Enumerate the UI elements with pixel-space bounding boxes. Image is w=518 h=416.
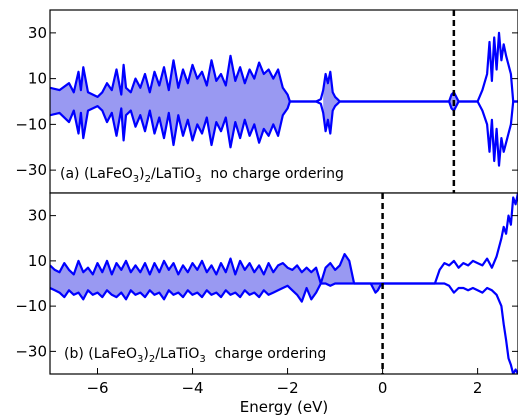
panel-b-xtick-label: 0 bbox=[378, 379, 388, 397]
panel-a: 30 10 −10 −30 (a) (LaFeO3)2/LaTiO3 no charg… bbox=[15, 9, 518, 194]
panel-a-ytick-label: −10 bbox=[15, 115, 47, 133]
panel-a-ytick-label: −30 bbox=[15, 161, 47, 179]
panel-a-y-ticks: 30 10 −10 −30 bbox=[15, 24, 518, 179]
panel-a-ytick-label: 30 bbox=[28, 24, 47, 42]
panel-b-annotation: (b) (LaFeO3)2/LaTiO3 charge ordering bbox=[64, 346, 326, 365]
panel-a-spin-down-curve bbox=[50, 100, 518, 167]
panel-b-spin-down-curve bbox=[50, 282, 518, 374]
panel-b-ytick-label: 30 bbox=[28, 207, 47, 225]
panel-a-spin-up-curve bbox=[50, 31, 518, 103]
x-axis-label: Energy (eV) bbox=[240, 398, 328, 416]
panel-a-ytick-label: 10 bbox=[28, 70, 47, 88]
panel-b-ytick-label: 10 bbox=[28, 252, 47, 270]
panel-b-xtick-label: −4 bbox=[181, 379, 203, 397]
panel-b-xtick-label: −6 bbox=[86, 379, 108, 397]
panel-a-occupied-fill-0 bbox=[50, 55, 290, 148]
panel-b-xtick-label: 2 bbox=[473, 379, 483, 397]
panel-a-annotation: (a) (LaFeO3)2/LaTiO3 no charge ordering bbox=[60, 166, 344, 185]
panel-a-occupied-fill-1 bbox=[323, 71, 340, 134]
panel-b-xtick-label: −2 bbox=[277, 379, 299, 397]
panel-b-ytick-label: −30 bbox=[15, 342, 47, 360]
panel-b: 30 10 −10 −30 −6 −4 −2 0 2 (b) (LaFeO3)2/LaTiO3… bbox=[15, 192, 518, 397]
panel-b-x-ticks: −6 −4 −2 0 2 bbox=[86, 368, 482, 397]
panel-b-plot-area bbox=[50, 193, 518, 374]
panel-b-frame bbox=[49, 192, 518, 375]
panel-b-ytick-label: −10 bbox=[15, 297, 47, 315]
panel-a-plot-area bbox=[50, 10, 518, 193]
panel-b-spin-up-curve bbox=[50, 193, 518, 285]
panel-b-y-ticks: 30 10 −10 −30 bbox=[15, 207, 518, 360]
